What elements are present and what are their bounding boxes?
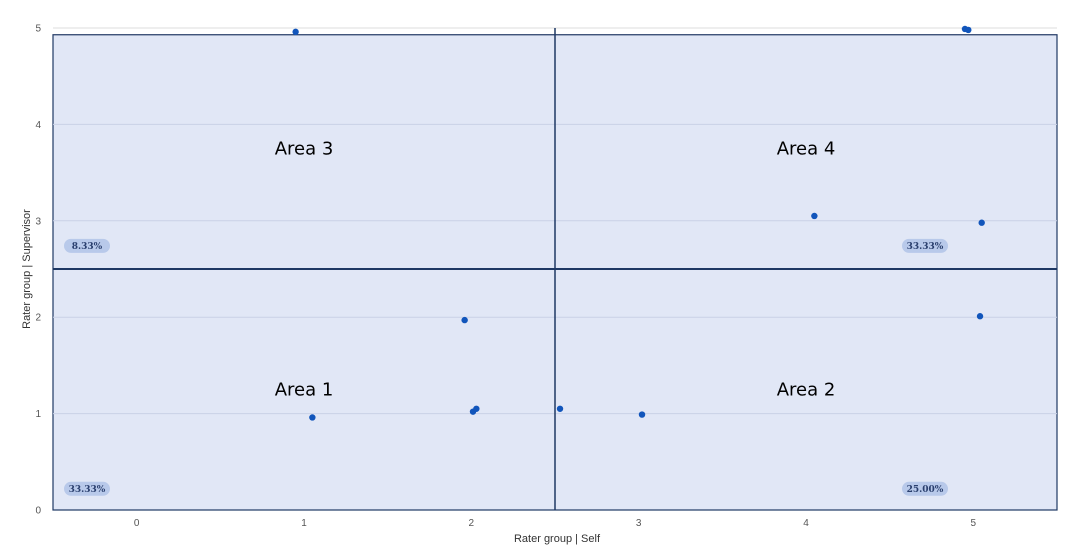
y-axis-title: Rater group | Supervisor [21,209,33,329]
data-point [965,26,972,34]
data-points [292,25,985,421]
area-label: Area 2 [777,380,836,401]
x-tick-label: 1 [301,518,307,529]
area-label: Area 4 [777,139,836,160]
percent-label: 33.33% [907,242,944,252]
data-point [976,313,984,320]
data-point [461,316,468,324]
percent-badge [64,238,110,253]
data-point [473,405,480,412]
percent-badge [64,481,110,496]
y-tick-label: 1 [35,409,41,420]
area-label: Area 1 [275,380,334,401]
area-label: Area 3 [275,139,334,160]
percent-badge [902,238,948,253]
y-tick-label: 5 [35,24,41,35]
percent-badge [902,481,948,496]
data-point [978,219,985,226]
percent-label: 33.33% [69,485,106,495]
data-point [556,405,564,412]
percent-label: 25.00% [907,485,944,495]
data-point [638,411,646,418]
x-tick-label: 3 [636,518,642,529]
data-point [292,28,299,36]
area-labels: Area 1 33.33% Area 2 25.00% Area 3 8.33% Area … [64,139,948,496]
x-tick-label: 2 [469,518,475,529]
x-tick-label: 5 [971,518,977,529]
y-tick-label: 0 [35,506,41,517]
y-tick-label: 3 [35,216,41,227]
x-tick-label: 4 [803,518,809,529]
x-tick-label: 0 [134,518,140,529]
data-point [309,414,316,421]
data-point [811,212,818,220]
percent-label: 8.33% [72,242,103,252]
y-tick-label: 4 [35,120,41,131]
quadrant-region [52,28,1058,511]
axis-ticks: 0 1 2 3 4 5 0 1 2 3 4 5 [35,24,976,530]
x-axis-title: Rater group | Self [514,533,601,545]
y-tick-label: 2 [35,313,41,324]
